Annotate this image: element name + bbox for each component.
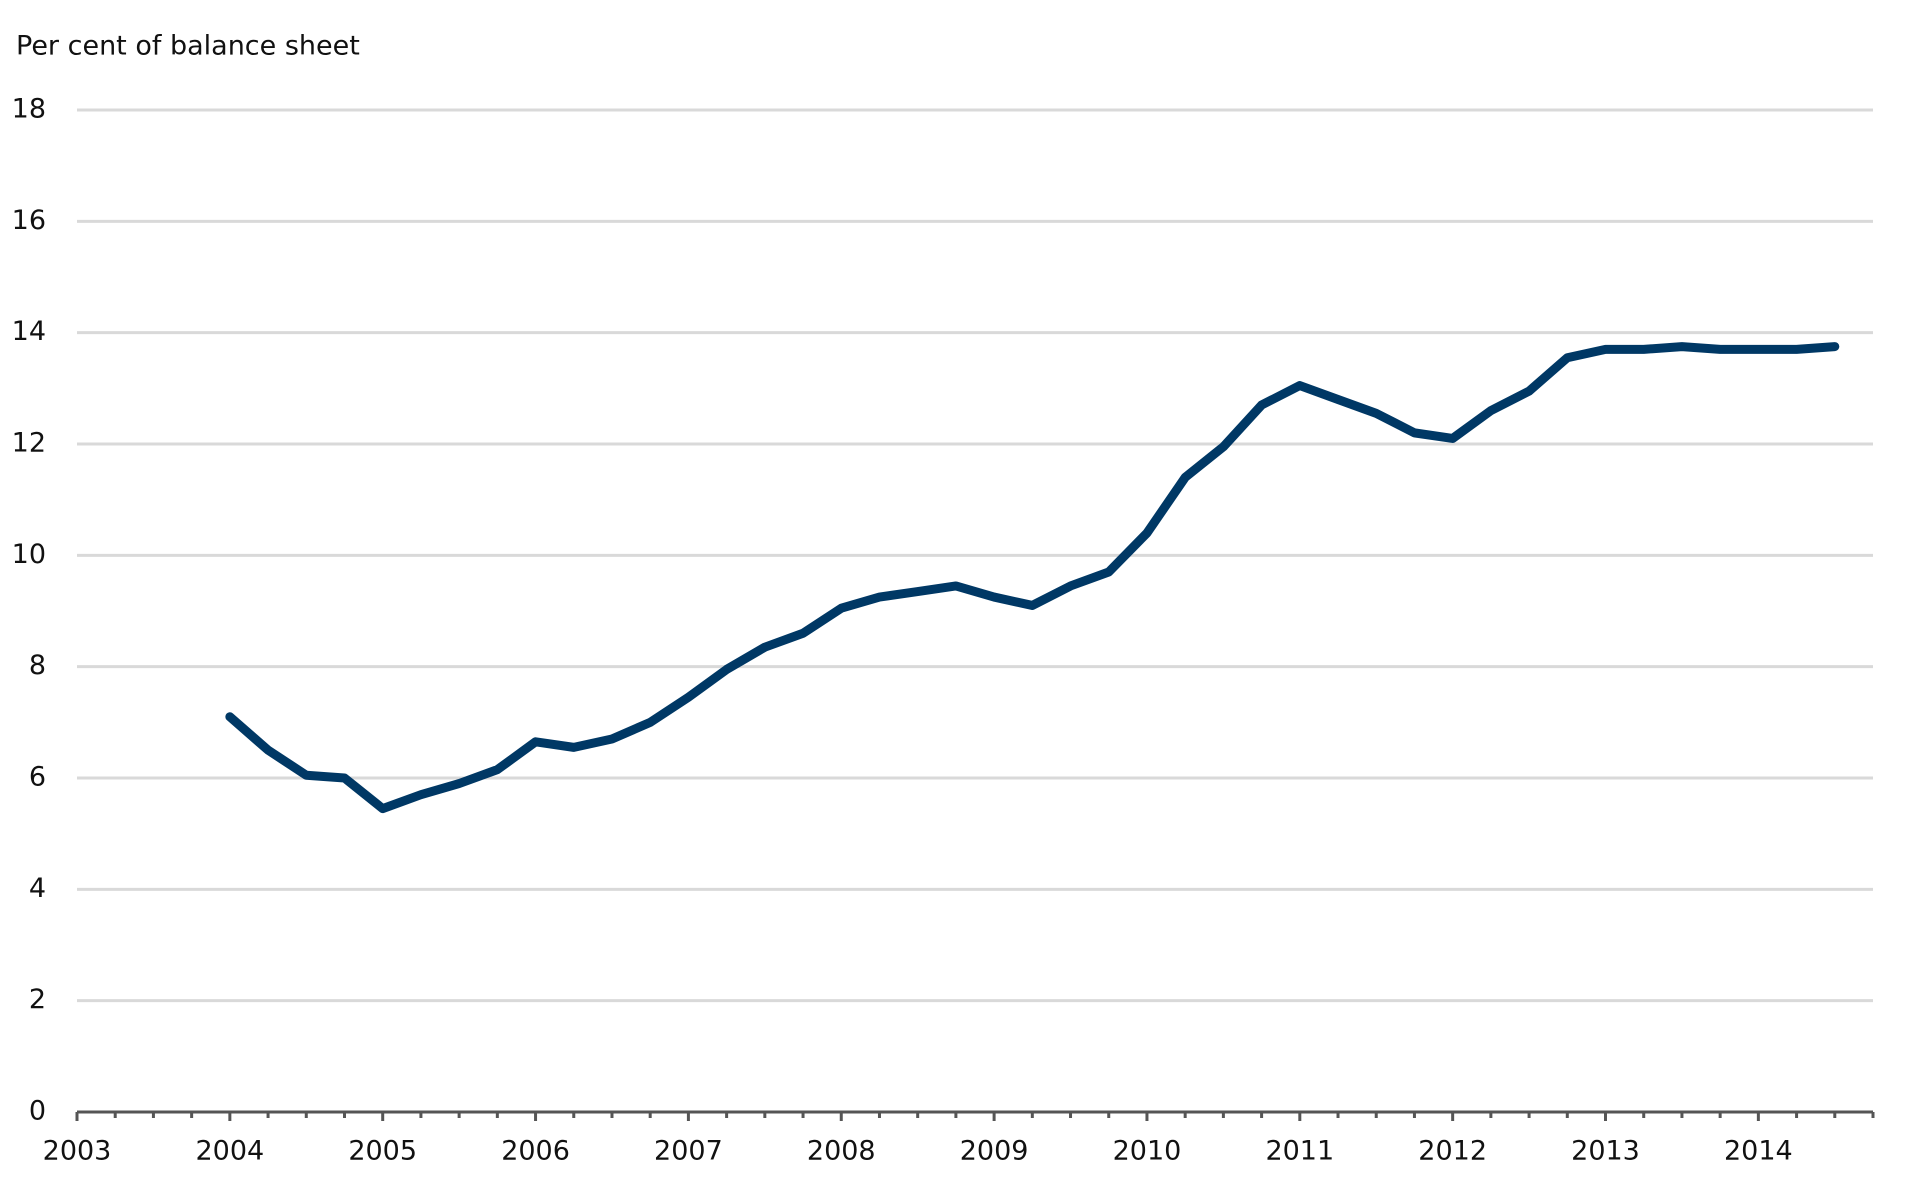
x-tick-label: 2008 bbox=[807, 1136, 876, 1167]
y-tick-label: 4 bbox=[29, 873, 46, 904]
x-tick-label: 2004 bbox=[195, 1136, 264, 1167]
y-tick-label: 2 bbox=[29, 984, 46, 1015]
y-tick-label: 8 bbox=[29, 650, 46, 681]
y-tick-label: 18 bbox=[12, 94, 46, 125]
y-tick-label: 16 bbox=[12, 205, 46, 236]
x-tick-label: 2013 bbox=[1571, 1136, 1640, 1167]
x-tick-label: 2012 bbox=[1418, 1136, 1487, 1167]
y-tick-label: 14 bbox=[12, 316, 46, 347]
x-tick-label: 2010 bbox=[1113, 1136, 1182, 1167]
x-tick-label: 2007 bbox=[654, 1136, 723, 1167]
x-tick-label: 2009 bbox=[960, 1136, 1029, 1167]
y-tick-label: 0 bbox=[29, 1096, 46, 1127]
y-tick-label: 6 bbox=[29, 762, 46, 793]
y-axis-label: Per cent of balance sheet bbox=[16, 31, 360, 62]
x-tick-label: 2014 bbox=[1724, 1136, 1793, 1167]
y-tick-label: 12 bbox=[12, 428, 46, 459]
x-tick-label: 2003 bbox=[43, 1136, 112, 1167]
data-line bbox=[225, 342, 1840, 814]
x-tick-label: 2011 bbox=[1265, 1136, 1334, 1167]
x-tick-label: 2006 bbox=[501, 1136, 570, 1167]
y-tick-label: 10 bbox=[12, 539, 46, 570]
x-tick-label: 2005 bbox=[348, 1136, 417, 1167]
